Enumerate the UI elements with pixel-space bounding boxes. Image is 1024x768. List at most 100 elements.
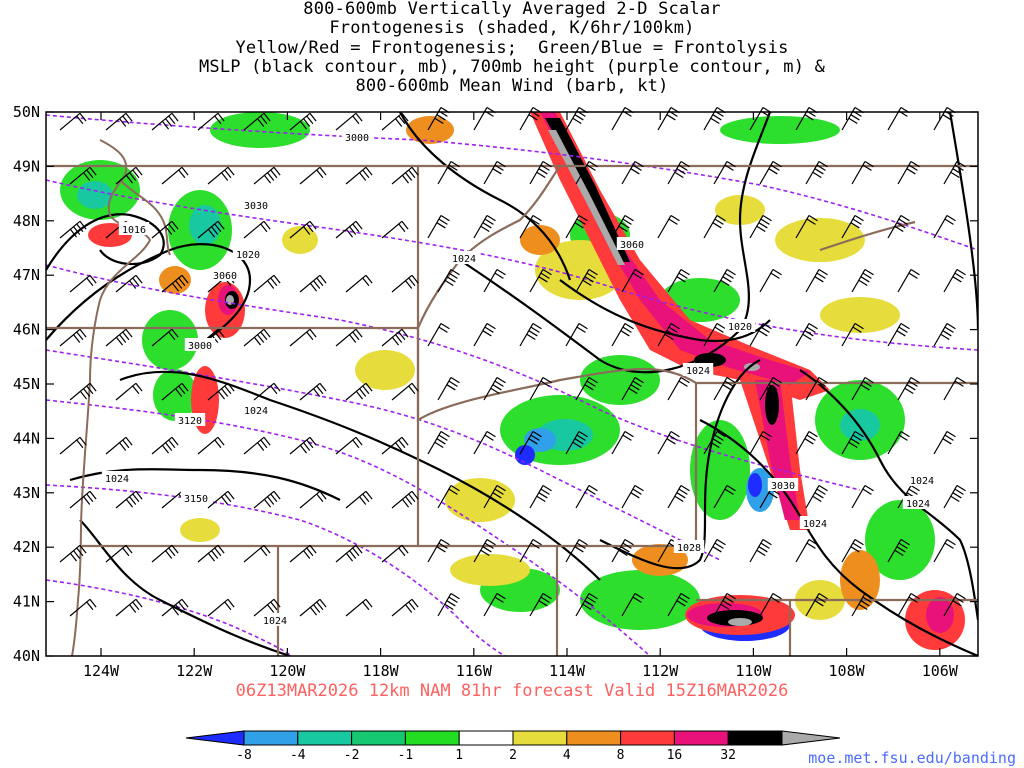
wind-barb [437, 484, 460, 509]
wind-barb [565, 322, 588, 347]
wind-barb [703, 322, 726, 347]
credit-link[interactable]: moe.met.fsu.edu/banding [808, 749, 1016, 767]
colorbar-segment [243, 730, 299, 746]
colorbar-segment [404, 730, 460, 746]
wind-barb [565, 106, 588, 131]
wind-barb [575, 160, 598, 185]
wind-barb [529, 160, 552, 185]
wind-barb [933, 214, 956, 239]
colorbar-tick-label: 32 [720, 748, 736, 763]
mslp-label: 1028 [677, 543, 701, 554]
height-label: 3120 [178, 416, 202, 427]
wind-barb [657, 430, 680, 455]
wind-barb [381, 544, 409, 563]
wind-barb [749, 538, 772, 563]
lat-label: 47N [13, 266, 40, 284]
wind-barb [299, 274, 327, 293]
wind-barb [851, 160, 874, 185]
wind-barb [161, 598, 189, 617]
wind-barb [621, 592, 644, 617]
wind-barb [335, 220, 363, 239]
mslp-label: 1024 [906, 499, 930, 510]
wind-barb [483, 592, 506, 617]
title-line-3: Yellow/Red = Frontogenesis; Green/Blue =… [235, 37, 789, 58]
wind-barb [713, 160, 736, 185]
wind-barb [391, 598, 419, 617]
wind-barb [851, 484, 874, 509]
colorbar-tick-label: 1 [455, 748, 463, 763]
wind-barb [437, 160, 460, 185]
wind-barb [299, 598, 327, 617]
wind-barb [197, 220, 225, 239]
wind-barb [575, 268, 598, 293]
wind-barb [667, 268, 690, 293]
colorbar-tick-label: -4 [290, 748, 306, 763]
wind-barb [299, 490, 327, 509]
height-label: 3030 [771, 481, 795, 492]
title-line-4: MSLP (black contour, mb), 700mb height (… [198, 56, 826, 77]
title-line-1: 800-600mb Vertically Averaged 2-D Scalar [303, 0, 721, 19]
wind-barb [115, 490, 143, 509]
wind-barb [713, 376, 736, 401]
wind-barb [759, 268, 782, 293]
wind-barb [795, 322, 818, 347]
lat-labels: 50N 49N 48N 47N 46N 45N 44N 43N 42N 41N 40N [13, 103, 40, 665]
wind-barb [611, 106, 634, 131]
wind-barb [897, 268, 920, 293]
wind-barb [749, 214, 772, 239]
wind-barb [805, 160, 828, 185]
mslp-label: 1024 [686, 366, 710, 377]
wind-barb [713, 592, 736, 617]
lon-label: 124W [83, 662, 120, 680]
wind-barb [69, 166, 97, 185]
colorbar-tick-label: 16 [667, 748, 683, 763]
wind-barb [749, 322, 772, 347]
lat-label: 42N [13, 538, 40, 556]
height-label: 3030 [244, 201, 268, 212]
lon-label: 116W [456, 662, 493, 680]
wind-barb [749, 430, 772, 455]
wind-barb [611, 214, 634, 239]
wind-barb [933, 538, 956, 563]
mslp-label: 1024 [910, 476, 934, 487]
axis-ticks [46, 111, 978, 657]
wind-barb [575, 592, 598, 617]
wind-barb [243, 328, 271, 347]
wind-barb [289, 436, 317, 455]
lon-label: 118W [363, 662, 400, 680]
wind-barb [197, 544, 225, 563]
wind-barb [391, 166, 419, 185]
wind-barb [207, 166, 235, 185]
wind-barb [887, 322, 910, 347]
wind-barb [59, 220, 87, 239]
wind-barb [703, 430, 726, 455]
wind-barb [59, 544, 87, 563]
colorbar-tick-label: 2 [509, 748, 517, 763]
wind-barb [713, 484, 736, 509]
wind-barb [841, 538, 864, 563]
wind-barb [473, 430, 496, 455]
lon-labels: 124W 122W 120W 118W 116W 114W 112W 110W 108W 106W [83, 662, 959, 680]
mslp-label: 1020 [236, 250, 260, 261]
wind-barb [851, 592, 874, 617]
height-label: 3000 [188, 341, 212, 352]
wind-barb [427, 214, 450, 239]
height-contours [46, 114, 978, 656]
lat-label: 40N [13, 647, 40, 665]
wind-barb [473, 106, 496, 131]
lon-label: 120W [269, 662, 306, 680]
wind-barb [151, 436, 179, 455]
colorbar-segment [673, 730, 729, 746]
lon-label: 114W [549, 662, 586, 680]
wind-barb [345, 598, 373, 617]
lon-label: 108W [829, 662, 866, 680]
wind-barb [897, 160, 920, 185]
wind-barb [565, 538, 588, 563]
lat-label: 49N [13, 157, 40, 175]
wind-barb [381, 220, 409, 239]
wind-barb [565, 430, 588, 455]
wind-barb [841, 430, 864, 455]
wind-barb [887, 214, 910, 239]
wind-barb [529, 376, 552, 401]
